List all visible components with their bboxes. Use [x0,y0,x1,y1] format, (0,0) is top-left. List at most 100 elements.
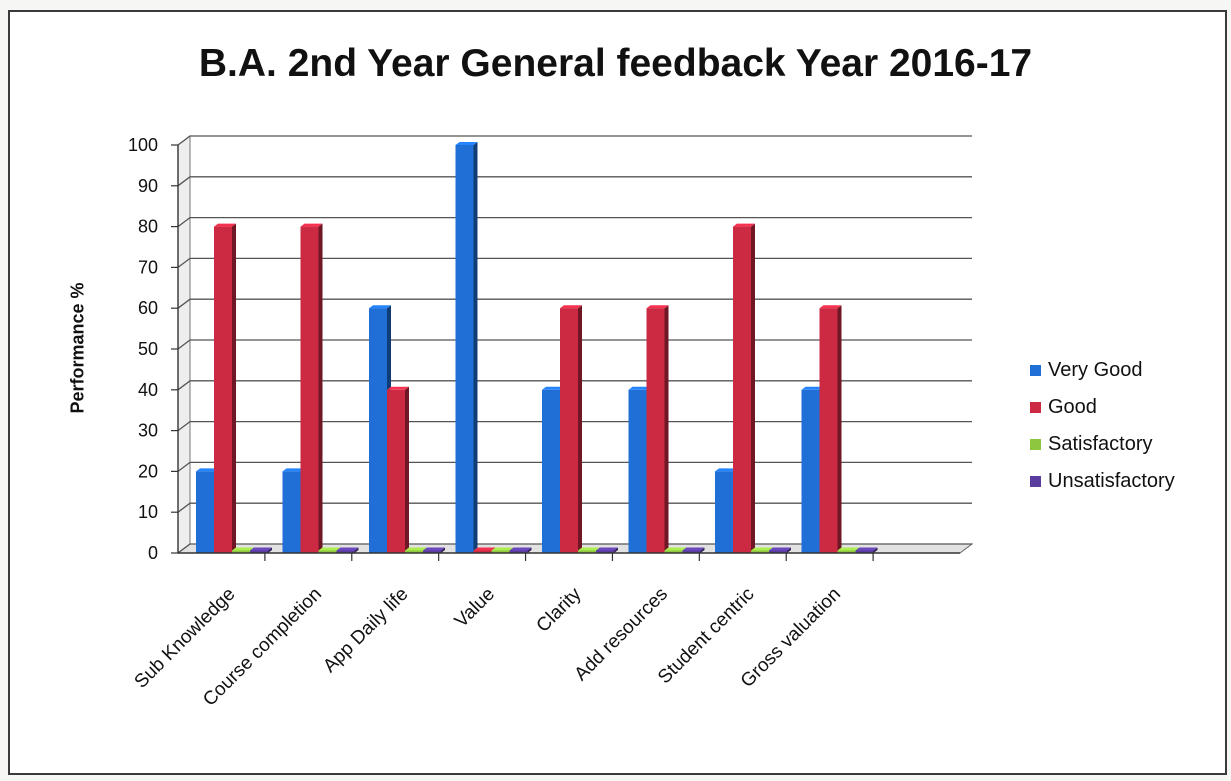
bar-very-good [369,308,387,553]
bar-unsatisfactory-top [769,547,791,551]
bar-good [473,550,492,553]
bar-good-top [819,305,842,309]
y-tick-label: 90 [138,176,158,196]
y-tick-label: 20 [138,461,158,481]
bar-satisfactory-top [491,547,514,551]
chart-frame [8,10,1227,775]
bar-satisfactory [232,550,250,553]
bar-very-good [282,471,301,553]
chart-title: B.A. 2nd Year General feedback Year 2016… [198,42,1033,85]
y-tick-label: 40 [138,380,158,400]
bar-very-good-top [801,386,824,390]
legend-label: Satisfactory [1048,433,1153,455]
bar-unsatisfactory-side [354,547,359,553]
bar-satisfactory [405,550,423,553]
legend-item-good: Good [1030,389,1175,426]
y-tick-label: 60 [138,298,158,318]
bar-satisfactory [751,550,769,553]
gridline [177,339,972,350]
bar-satisfactory [318,550,337,553]
bar-very-good-side [473,142,478,553]
bar-good-top [387,386,409,390]
x-tick-label: Clarity [533,583,586,636]
bar-satisfactory-top [405,547,427,551]
bar-unsatisfactory-side [787,547,791,553]
bar-unsatisfactory [509,550,528,553]
bar-good [387,389,405,553]
legend-swatch [1030,476,1041,487]
bar-unsatisfactory-side [873,547,878,553]
bar-good [560,308,578,553]
bar-good-top [733,223,755,227]
bar-satisfactory-top [751,547,773,551]
bar-satisfactory-top [837,547,860,551]
legend-label: Unsatisfactory [1048,470,1175,492]
bar-very-good [628,389,647,553]
bar-good [733,226,751,553]
bar-unsatisfactory [855,550,874,553]
bar-good-top [646,305,669,309]
y-tick-label: 70 [138,257,158,277]
bar-very-good-top [369,305,391,309]
gridline [177,216,972,228]
bar-satisfactory [664,550,683,553]
bar-very-good-top [455,142,478,145]
bar-good [300,226,319,553]
bar-good-top [214,223,236,227]
bar-unsatisfactory [423,550,441,553]
legend-item-unsatisfactory: Unsatisfactory [1030,463,1175,500]
legend-swatch [1030,439,1041,450]
gridline [177,420,972,432]
bar-satisfactory-top [664,547,687,551]
legend-item-satisfactory: Satisfactory [1030,426,1175,463]
bar-unsatisfactory-side [614,547,618,553]
bar-good-side [751,223,755,553]
chart-legend: Very Good Good Satisfactory Unsatisfactory [1030,352,1175,500]
y-tick-label: 30 [138,421,158,441]
gridline [177,502,972,513]
bar-very-good-top [542,386,564,390]
bar-satisfactory-top [318,547,341,551]
bar-satisfactory-top [578,547,600,551]
y-tick-label: 80 [138,217,158,237]
bar-good-side [664,305,669,553]
bar-very-good [715,471,733,553]
y-tick-label: 100 [128,135,158,155]
bar-unsatisfactory-top [509,547,532,551]
legend-label: Very Good [1048,359,1143,381]
bar-good-top [300,223,323,227]
bar-unsatisfactory [250,550,268,553]
bar-unsatisfactory-side [700,547,705,553]
bar-very-good [196,471,214,553]
bar-satisfactory [578,550,596,553]
gridline [177,135,972,146]
legend-label: Good [1048,396,1097,418]
bar-satisfactory [491,550,510,553]
y-tick-label: 50 [138,339,158,359]
bar-unsatisfactory-top [682,547,705,551]
bar-very-good-top [282,468,305,472]
legend-item-very-good: Very Good [1030,352,1175,389]
bar-unsatisfactory-top [855,547,878,551]
bar-good-side [405,386,409,553]
bar-very-good-top [715,468,737,472]
bar-good-side [837,305,842,553]
bar-satisfactory-top [232,547,254,551]
bar-unsatisfactory-side [527,547,532,553]
bar-good-top [560,305,582,309]
bar-good [646,308,665,553]
gridline [177,380,972,391]
bar-good [214,226,232,553]
gridline [177,461,972,472]
bar-unsatisfactory-top [250,547,272,551]
gridline [177,543,972,554]
bar-unsatisfactory [596,550,614,553]
bar-very-good [455,145,474,553]
bar-unsatisfactory [769,550,787,553]
bar-good-side [578,305,582,553]
bar-very-good-top [196,468,218,472]
bar-unsatisfactory-side [268,547,272,553]
x-tick-label: Value [451,584,499,632]
bar-unsatisfactory [336,550,355,553]
